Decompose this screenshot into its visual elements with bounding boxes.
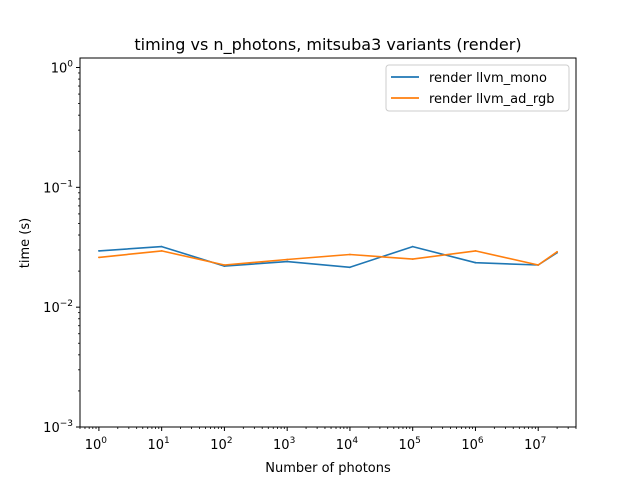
data-point [474,261,477,264]
series-layer [98,245,558,269]
data-point [556,250,558,253]
data-point [160,245,163,248]
data-point [411,258,414,260]
legend-label: render llvm_mono [429,71,547,86]
data-point [98,256,100,259]
data-point [349,266,351,269]
y-axis-label: time (s) [18,218,33,268]
data-point [474,250,477,252]
x-axis-label: Number of photons [265,461,391,476]
data-point [286,258,289,261]
series-1 [98,250,558,266]
chart-title: timing vs n_photons, mitsuba3 variants (… [134,35,521,55]
legend-box [385,64,570,112]
data-point [160,250,163,252]
data-point [286,260,289,263]
data-point [349,253,351,256]
plot-frame [79,57,577,428]
data-point [98,250,100,252]
legend-label: render llvm_ad_rgb [429,92,554,107]
data-point [223,264,226,266]
data-point [537,264,540,266]
data-point [411,245,414,248]
